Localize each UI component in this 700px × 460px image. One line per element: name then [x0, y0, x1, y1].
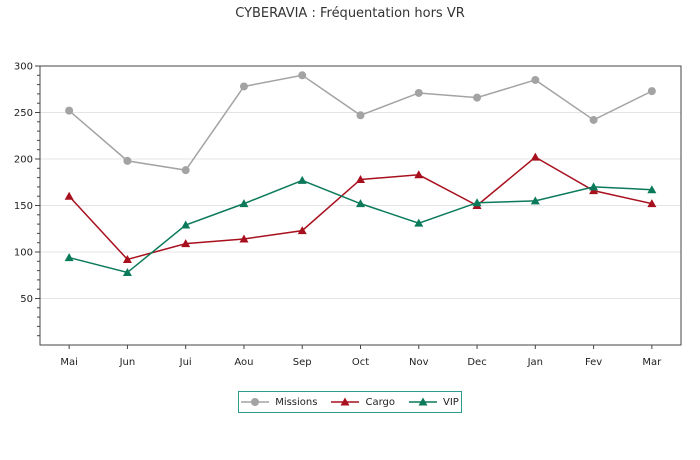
data-point-vip [530, 196, 540, 205]
data-point-vip [297, 175, 307, 184]
legend-label-vip: VIP [442, 396, 459, 408]
legend-swatch-vip [408, 397, 437, 406]
x-tick-label: Aou [234, 357, 253, 368]
data-point-missions [531, 75, 540, 84]
x-tick-label: Jan [527, 357, 543, 368]
data-point-vip [239, 199, 249, 208]
data-point-vip [356, 199, 365, 208]
data-point-cargo [356, 174, 365, 183]
data-point-cargo [122, 254, 132, 263]
data-point-vip [414, 218, 424, 227]
legend-swatch-cargo [331, 397, 360, 406]
legend-item-vip: VIP [408, 396, 459, 408]
x-tick-label: Fev [585, 357, 602, 368]
data-point-vip [122, 267, 132, 276]
x-tick-label: Oct [352, 357, 369, 368]
data-point-missions [123, 156, 132, 165]
data-point-vip [589, 182, 599, 191]
series-line-cargo [68, 156, 653, 261]
y-tick-label: 200 [14, 155, 33, 166]
legend-item-cargo: Cargo [331, 397, 395, 408]
data-point-cargo [414, 170, 424, 179]
data-point-missions [414, 88, 423, 97]
x-tick-label: Jun [119, 357, 136, 368]
y-tick-label: 250 [14, 108, 33, 119]
data-point-missions [298, 71, 307, 80]
data-point-cargo [647, 199, 657, 208]
data-point-missions [589, 115, 598, 124]
series-line-missions [68, 74, 653, 171]
y-tick-label: 50 [20, 294, 33, 305]
series-line-vip [68, 179, 652, 274]
data-point-vip [472, 198, 482, 207]
y-tick-label: 300 [14, 62, 33, 73]
x-tick-label: Dec [467, 357, 486, 368]
data-point-cargo [297, 226, 307, 235]
data-point-vip [647, 185, 657, 194]
x-tick-label: Jui [179, 357, 192, 368]
data-point-missions [647, 87, 656, 96]
data-point-missions [181, 166, 190, 175]
x-tick-label: Nov [409, 357, 429, 368]
x-tick-label: Mai [60, 357, 78, 368]
data-point-cargo [64, 191, 74, 200]
data-point-missions [239, 82, 248, 91]
data-point-missions [356, 111, 365, 120]
x-tick-label: Sep [293, 357, 312, 368]
legend-label-missions: Missions [275, 396, 318, 408]
legend-swatch-missions [241, 398, 270, 406]
data-point-missions [473, 93, 482, 102]
data-point-vip [64, 253, 74, 262]
chart-legend: Missions Cargo VIP [238, 391, 462, 413]
data-point-missions [65, 106, 74, 115]
legend-label-cargo: Cargo [365, 396, 395, 408]
x-tick-label: Mar [642, 357, 662, 368]
legend-item-missions: Missions [241, 397, 317, 408]
data-point-vip [181, 220, 191, 229]
y-tick-label: 100 [14, 248, 33, 259]
data-point-cargo [181, 239, 191, 248]
y-tick-label: 150 [14, 201, 33, 212]
data-point-cargo [530, 152, 540, 161]
chart-title: CYBERAVIA : Fréquentation hors VR [235, 6, 465, 21]
data-point-cargo [239, 234, 249, 243]
